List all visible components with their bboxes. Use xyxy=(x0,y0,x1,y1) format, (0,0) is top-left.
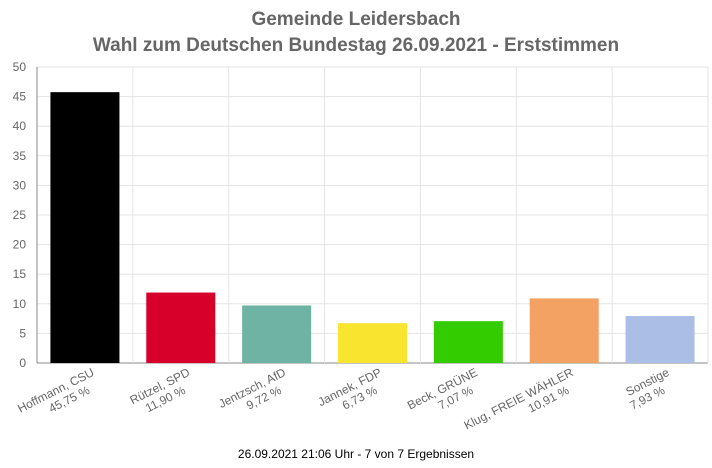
y-tick-label: 0 xyxy=(19,356,26,370)
x-tick-label: Hoffmann, CSU45,75 % xyxy=(15,365,102,428)
y-tick-label: 35 xyxy=(13,149,27,163)
x-tick-label: Rützel, SPD11,90 % xyxy=(128,365,199,420)
y-tick-label: 30 xyxy=(13,178,27,192)
x-tick-label: Sonstige7,93 % xyxy=(621,365,678,413)
bar xyxy=(50,92,120,363)
x-tick-label: Jentzsch, AfD9,72 % xyxy=(216,365,294,423)
x-tick-label: Jannek, FDP6,73 % xyxy=(316,365,391,421)
chart-title-line1: Gemeinde Leidersbach xyxy=(251,9,461,30)
y-tick-label: 15 xyxy=(13,267,27,281)
bar xyxy=(529,298,599,363)
bar xyxy=(625,316,695,363)
bar xyxy=(146,292,216,363)
y-tick-label: 50 xyxy=(13,60,27,74)
y-tick-label: 25 xyxy=(13,208,27,222)
bar xyxy=(433,321,503,363)
y-tick-label: 10 xyxy=(13,297,27,311)
y-tick-label: 5 xyxy=(19,326,26,340)
bar xyxy=(242,305,312,363)
y-tick-label: 20 xyxy=(13,238,27,252)
y-tick-label: 40 xyxy=(13,119,27,133)
y-tick-label: 45 xyxy=(13,90,27,104)
chart-title-line2: Wahl zum Deutschen Bundestag 26.09.2021 … xyxy=(92,35,620,56)
footer-status: 26.09.2021 21:06 Uhr - 7 von 7 Ergebniss… xyxy=(237,447,475,461)
x-tick-label: Klug, FREIE WÄHLER10,91 % xyxy=(462,365,583,445)
bar xyxy=(337,323,408,363)
